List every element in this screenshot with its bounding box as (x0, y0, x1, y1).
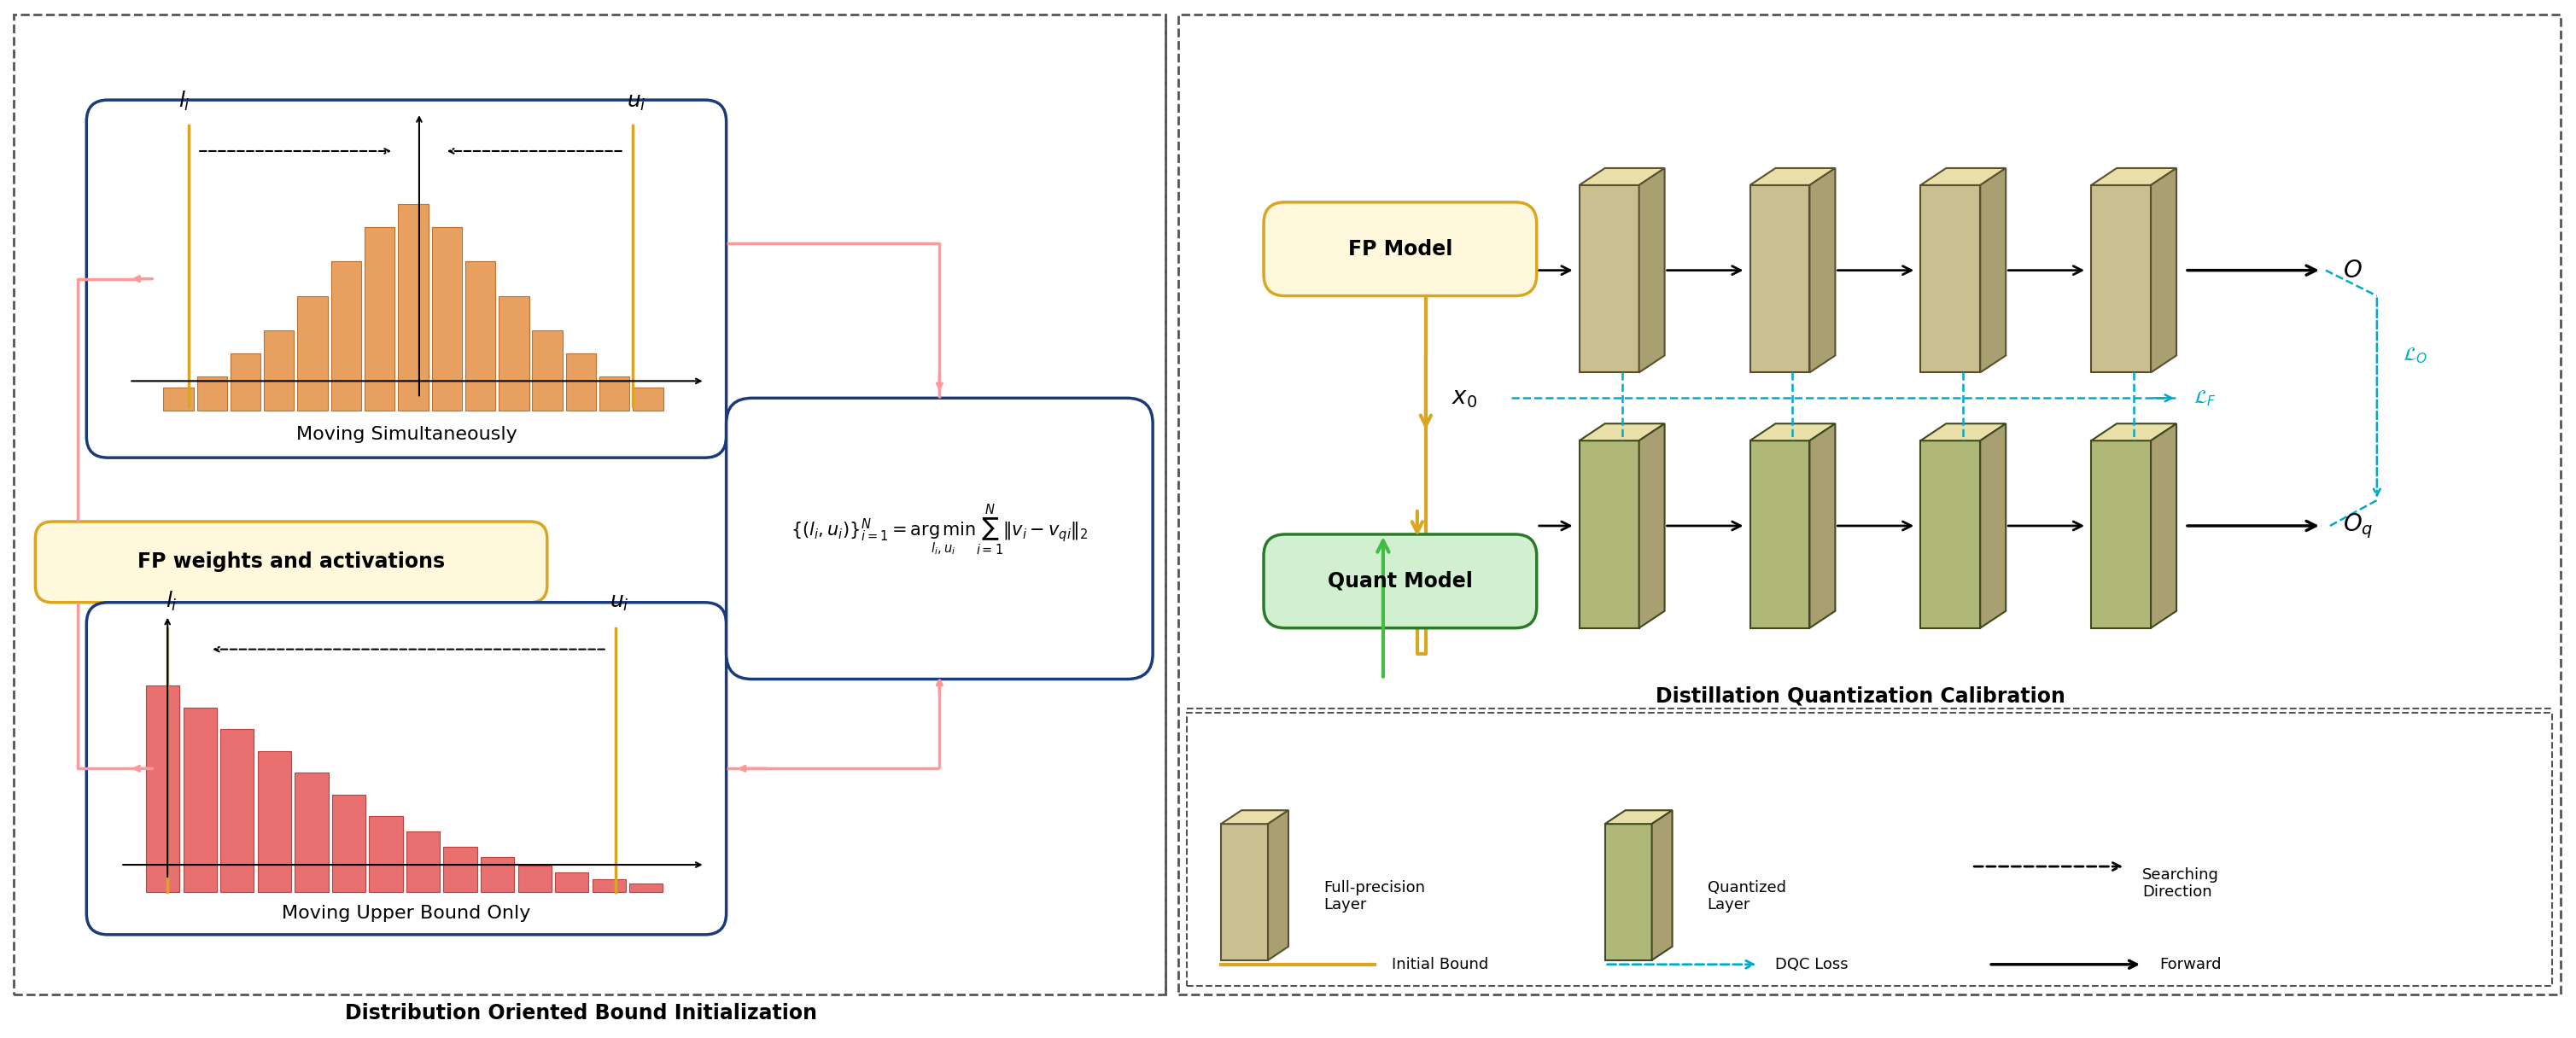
Bar (399, 203, 428, 411)
Polygon shape (1922, 424, 2007, 441)
FancyBboxPatch shape (88, 100, 726, 458)
Bar (629, 883, 662, 892)
Polygon shape (1922, 185, 1981, 373)
Text: Quant Model: Quant Model (1327, 571, 1473, 592)
Text: Forward: Forward (2159, 957, 2221, 973)
Polygon shape (2151, 168, 2177, 373)
Bar (433, 227, 461, 411)
Text: Full-precision
Layer: Full-precision Layer (1324, 880, 1425, 912)
Text: $O_q$: $O_q$ (2342, 512, 2372, 540)
Bar (258, 750, 291, 892)
Polygon shape (1749, 441, 1808, 628)
Text: $l_i$: $l_i$ (165, 590, 178, 612)
FancyBboxPatch shape (1265, 535, 1538, 628)
Text: DQC Loss: DQC Loss (1775, 957, 1850, 973)
Bar (500, 296, 528, 411)
Text: Distillation Quantization Calibration: Distillation Quantization Calibration (1656, 686, 2066, 707)
Bar (466, 262, 495, 411)
Polygon shape (1749, 424, 1834, 441)
Polygon shape (2092, 185, 2151, 373)
Text: Initial Bound: Initial Bound (1391, 957, 1489, 973)
Polygon shape (1221, 824, 1267, 960)
Polygon shape (1749, 185, 1808, 373)
Text: $u_i$: $u_i$ (611, 593, 629, 612)
FancyBboxPatch shape (88, 602, 726, 934)
Text: $\{(l_i, u_i)\}_{i=1}^{N} = \underset{l_i, u_i}{\arg\min} \sum_{i=1}^{N} \|v_i -: $\{(l_i, u_i)\}_{i=1}^{N} = \underset{l_… (791, 503, 1087, 557)
Bar (162, 388, 193, 411)
Text: Quantized
Layer: Quantized Layer (1708, 880, 1785, 912)
Text: $\mathcal{L}_F$: $\mathcal{L}_F$ (2195, 388, 2215, 408)
Text: $l_i$: $l_i$ (178, 89, 191, 113)
Polygon shape (1922, 441, 1981, 628)
Bar (196, 377, 227, 411)
Text: Distribution Oriented Bound Initialization: Distribution Oriented Bound Initializati… (345, 1003, 817, 1023)
Text: FP weights and activations: FP weights and activations (137, 552, 446, 572)
Bar (368, 816, 402, 892)
Text: Moving Upper Bound Only: Moving Upper Bound Only (281, 905, 531, 922)
Polygon shape (1638, 168, 1664, 373)
Polygon shape (1579, 168, 1664, 185)
Text: $\mathcal{L}_O$: $\mathcal{L}_O$ (2403, 346, 2427, 365)
Text: $O$: $O$ (2342, 258, 2362, 282)
Polygon shape (1605, 824, 1651, 960)
Bar (518, 866, 551, 892)
Polygon shape (1749, 168, 1834, 185)
Polygon shape (1267, 811, 1288, 960)
Bar (592, 879, 626, 892)
Bar (296, 296, 327, 411)
Polygon shape (1579, 441, 1638, 628)
Bar (183, 708, 216, 892)
Bar (294, 772, 327, 892)
Polygon shape (1221, 811, 1288, 824)
Bar (332, 262, 361, 411)
Polygon shape (1638, 424, 1664, 628)
Text: Moving Simultaneously: Moving Simultaneously (296, 427, 518, 443)
FancyBboxPatch shape (726, 398, 1154, 679)
Polygon shape (1922, 168, 2007, 185)
FancyBboxPatch shape (1265, 202, 1538, 296)
Bar (147, 686, 180, 892)
Polygon shape (1579, 185, 1638, 373)
Bar (332, 794, 366, 892)
Bar (533, 330, 562, 411)
Bar (222, 729, 255, 892)
Bar (443, 846, 477, 892)
Polygon shape (1605, 811, 1672, 824)
Polygon shape (1981, 168, 2007, 373)
Bar (554, 873, 587, 892)
Bar (229, 353, 260, 411)
Text: FP Model: FP Model (1347, 239, 1453, 260)
Polygon shape (2092, 424, 2177, 441)
Text: Searching
Direction: Searching Direction (2143, 867, 2218, 900)
Bar (482, 857, 515, 892)
Text: $x_0$: $x_0$ (1450, 386, 1476, 410)
Polygon shape (1651, 811, 1672, 960)
Bar (366, 227, 394, 411)
Bar (263, 330, 294, 411)
Polygon shape (2092, 441, 2151, 628)
Polygon shape (1808, 424, 1834, 628)
Bar (407, 831, 440, 892)
FancyBboxPatch shape (36, 521, 546, 602)
Bar (634, 388, 662, 411)
Bar (600, 377, 629, 411)
Polygon shape (2151, 424, 2177, 628)
Bar (567, 353, 595, 411)
Polygon shape (1579, 424, 1664, 441)
Polygon shape (1981, 424, 2007, 628)
Polygon shape (1808, 168, 1834, 373)
Polygon shape (2092, 168, 2177, 185)
Text: $u_i$: $u_i$ (626, 92, 647, 113)
